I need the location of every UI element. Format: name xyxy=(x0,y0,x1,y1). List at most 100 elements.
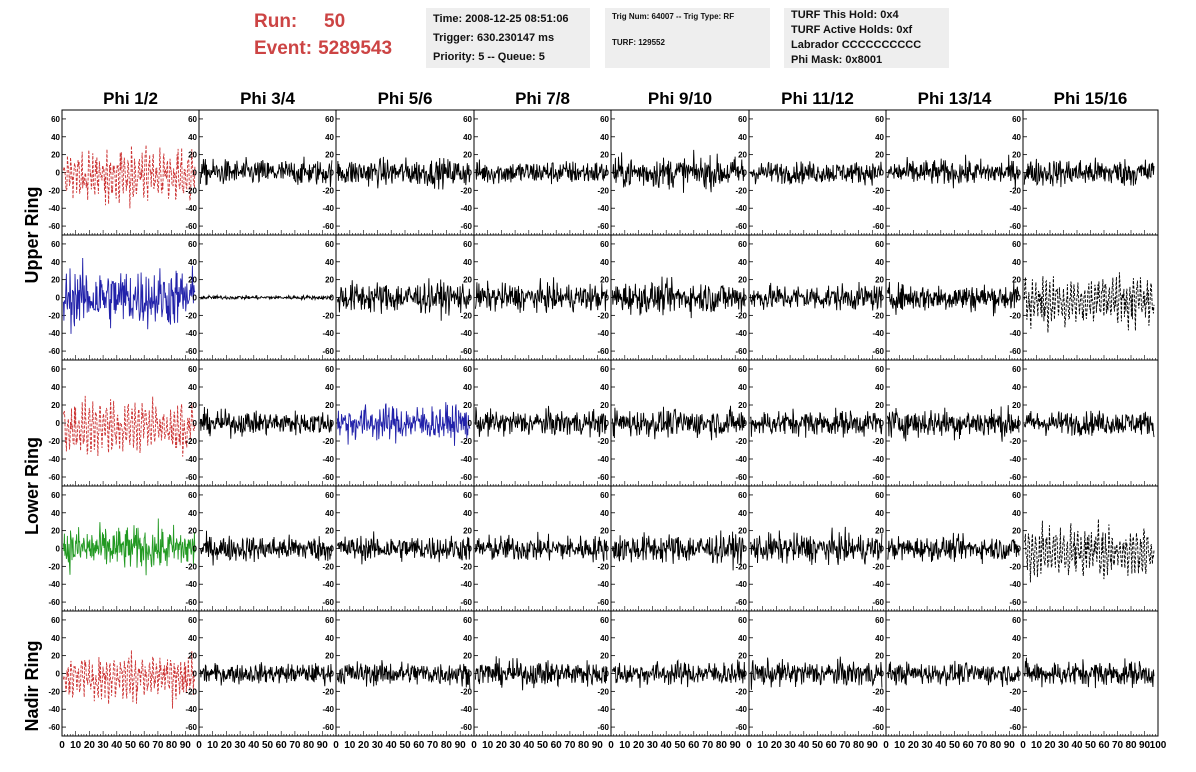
y-tick-label: -40 xyxy=(460,455,472,464)
y-tick-label: -40 xyxy=(185,455,197,464)
y-tick-label: 60 xyxy=(738,115,747,124)
y-tick-label: 40 xyxy=(51,634,60,643)
y-tick-label: -60 xyxy=(460,473,472,482)
y-tick-label: 0 xyxy=(880,294,885,303)
y-tick-label: 60 xyxy=(325,616,334,625)
column-title: Phi 5/6 xyxy=(378,89,433,108)
y-tick-label: 60 xyxy=(600,491,609,500)
x-tick-label: 20 xyxy=(496,740,508,751)
y-tick-label: 0 xyxy=(743,419,748,428)
labrador-line: Labrador CCCCCCCCCC xyxy=(791,39,922,51)
y-tick-label: -20 xyxy=(185,186,197,195)
y-tick-label: -20 xyxy=(322,437,334,446)
y-tick-label: 40 xyxy=(188,133,197,142)
y-tick-label: 60 xyxy=(51,115,60,124)
y-tick-label: -40 xyxy=(872,705,884,714)
y-tick-label: 0 xyxy=(330,419,335,428)
y-tick-label: -60 xyxy=(322,222,334,231)
y-tick-label: -20 xyxy=(460,562,472,571)
x-tick-label: 80 xyxy=(441,740,453,751)
y-tick-label: -60 xyxy=(185,598,197,607)
y-tick-label: -40 xyxy=(597,705,609,714)
waveform-trace xyxy=(1023,519,1155,583)
x-tick-label: 70 xyxy=(289,740,301,751)
trig-num-line: Trig Num: 64007 -- Trig Type: RF xyxy=(612,12,735,21)
time-line: Time: 2008-12-25 08:51:06 xyxy=(433,13,569,25)
y-tick-label: 60 xyxy=(463,240,472,249)
y-tick-label: 0 xyxy=(743,294,748,303)
y-tick-label: 60 xyxy=(600,115,609,124)
y-tick-label: 0 xyxy=(56,294,61,303)
y-tick-label: 0 xyxy=(56,419,61,428)
y-tick-label: -60 xyxy=(735,473,747,482)
turf-line: TURF: 129552 xyxy=(612,38,665,47)
priority-line: Priority: 5 -- Queue: 5 xyxy=(433,51,545,63)
y-tick-label: -20 xyxy=(872,562,884,571)
y-tick-label: 20 xyxy=(600,527,609,536)
panel-frame xyxy=(1022,234,1159,361)
column-title: Phi 7/8 xyxy=(515,89,570,108)
x-tick-label: 20 xyxy=(221,740,233,751)
y-tick-label: 40 xyxy=(188,258,197,267)
waveform-trace xyxy=(474,405,608,438)
y-tick-label: -40 xyxy=(872,329,884,338)
column-title: Phi 3/4 xyxy=(240,89,295,108)
y-tick-label: -20 xyxy=(735,437,747,446)
x-tick-label: 80 xyxy=(166,740,178,751)
x-tick-label: 10 xyxy=(344,740,356,751)
y-tick-label: -60 xyxy=(872,473,884,482)
x-tick-label: 80 xyxy=(303,740,315,751)
y-tick-label: 40 xyxy=(600,383,609,392)
y-tick-label: 0 xyxy=(605,670,610,679)
y-tick-label: -20 xyxy=(735,562,747,571)
waveform-trace xyxy=(886,154,1020,190)
y-tick-label: 40 xyxy=(463,383,472,392)
x-tick-label: 30 xyxy=(647,740,659,751)
y-tick-label: 0 xyxy=(193,169,198,178)
y-tick-label: 0 xyxy=(330,545,335,554)
y-tick-label: 60 xyxy=(325,365,334,374)
x-tick-label: 80 xyxy=(990,740,1002,751)
y-tick-label: 0 xyxy=(193,670,198,679)
x-tick-label: 10 xyxy=(894,740,906,751)
y-tick-label: 40 xyxy=(600,634,609,643)
y-tick-label: -40 xyxy=(185,580,197,589)
y-tick-label: -40 xyxy=(48,329,60,338)
y-tick-label: 20 xyxy=(1012,401,1021,410)
y-tick-label: -20 xyxy=(185,311,197,320)
x-tick-label: 90 xyxy=(180,740,192,751)
waveform-trace xyxy=(62,395,196,457)
y-tick-label: 40 xyxy=(600,133,609,142)
y-tick-label: -40 xyxy=(1009,705,1021,714)
x-tick-label: 20 xyxy=(771,740,783,751)
x-tick-label: 70 xyxy=(976,740,988,751)
x-tick-label: 20 xyxy=(633,740,645,751)
y-tick-label: -60 xyxy=(1009,473,1021,482)
x-tick-label: 0 xyxy=(883,740,889,751)
x-tick-label: 0 xyxy=(608,740,614,751)
y-tick-label: 40 xyxy=(51,133,60,142)
y-tick-label: -60 xyxy=(460,347,472,356)
y-tick-label: 20 xyxy=(875,151,884,160)
y-tick-label: 0 xyxy=(743,545,748,554)
x-tick-label: 90 xyxy=(455,740,467,751)
waveform-trace xyxy=(336,402,471,446)
y-tick-label: 20 xyxy=(738,401,747,410)
y-tick-label: 40 xyxy=(1012,509,1021,518)
x-tick-label: 40 xyxy=(386,740,398,751)
y-tick-label: 40 xyxy=(738,133,747,142)
y-tick-label: -20 xyxy=(322,186,334,195)
y-tick-label: 40 xyxy=(738,634,747,643)
y-tick-label: 40 xyxy=(875,258,884,267)
time-info-box: Time: 2008-12-25 08:51:06 Trigger: 630.2… xyxy=(426,8,590,68)
event-label: Event: xyxy=(254,38,313,59)
y-tick-label: -60 xyxy=(1009,222,1021,231)
y-tick-label: 20 xyxy=(188,401,197,410)
y-tick-label: 20 xyxy=(600,276,609,285)
x-tick-label: 0 xyxy=(471,740,477,751)
y-tick-label: 40 xyxy=(463,634,472,643)
y-tick-label: 60 xyxy=(325,491,334,500)
y-tick-label: 60 xyxy=(875,616,884,625)
x-tick-label: 30 xyxy=(785,740,797,751)
